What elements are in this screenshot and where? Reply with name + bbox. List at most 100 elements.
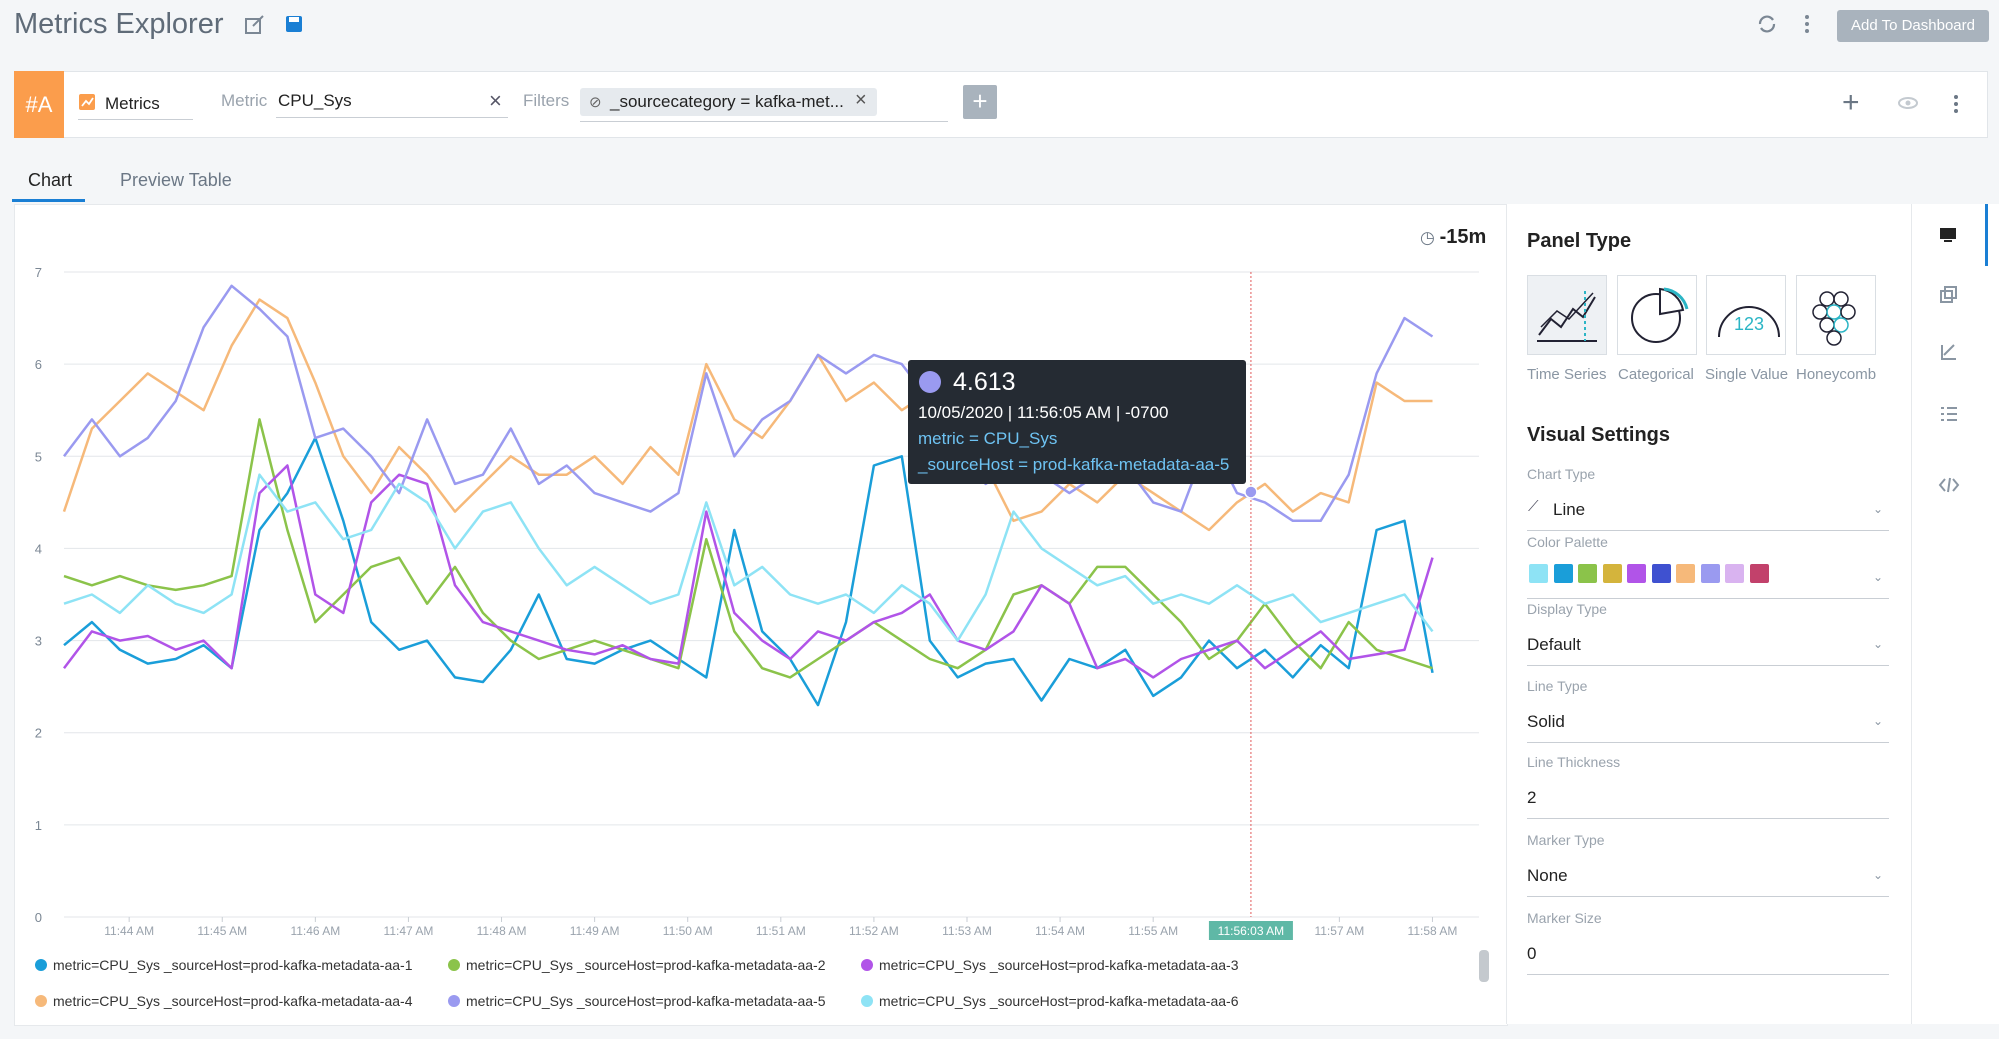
x-tick-label: 11:44 AM xyxy=(104,924,154,938)
save-icon[interactable] xyxy=(284,14,304,34)
palette-swatch[interactable] xyxy=(1700,564,1720,583)
add-filter-button[interactable]: + xyxy=(963,85,997,119)
tab[interactable]: Preview Table xyxy=(120,170,232,190)
dropdown-arrow[interactable]: ⌄ xyxy=(1873,637,1884,651)
panel-type-title: Panel Type xyxy=(1527,230,1632,252)
field-label: Line Type xyxy=(1527,678,1588,694)
metric-underline xyxy=(276,117,508,118)
field-underline xyxy=(1527,598,1889,599)
tab[interactable]: Chart xyxy=(28,170,73,190)
side-active xyxy=(1985,204,1988,266)
y-tick-label: 2 xyxy=(35,726,42,741)
x-tick-label: 11:50 AM xyxy=(663,924,713,938)
legend-swatch xyxy=(861,995,873,1007)
metric-label: Metric xyxy=(221,91,268,110)
highlight-point xyxy=(1244,485,1258,499)
x-tick-label: 11:53 AM xyxy=(942,924,992,938)
panel-type-option[interactable] xyxy=(1796,275,1876,355)
palette-swatch[interactable] xyxy=(1602,564,1622,583)
legend-entry[interactable]: metric=CPU_Sys _sourceHost=prod-kafka-me… xyxy=(879,957,1239,973)
x-tick-label: 11:57 AM xyxy=(1314,924,1364,938)
y-tick-label: 5 xyxy=(35,449,42,464)
dropdown-arrow[interactable]: ⌄ xyxy=(1873,502,1884,516)
field-underline xyxy=(1527,974,1889,975)
legend-scrollbar[interactable] xyxy=(1479,950,1489,982)
field-label: Line Thickness xyxy=(1527,754,1621,770)
time-range[interactable]: ◷ -15m xyxy=(1420,226,1487,248)
legend-swatch xyxy=(448,995,460,1007)
dropdown-arrow[interactable]: ⌄ xyxy=(1873,714,1884,728)
y-tick-label: 0 xyxy=(35,910,42,925)
remove-filter[interactable]: × xyxy=(855,89,867,111)
x-tick-label: 11:51 AM xyxy=(756,924,806,938)
palette-swatch[interactable] xyxy=(1725,564,1744,583)
palette-swatch[interactable] xyxy=(1627,564,1646,583)
x-tick-label: 11:58 AM xyxy=(1408,924,1458,938)
side-toolbar xyxy=(1911,204,1999,1024)
y-tick-label: 6 xyxy=(35,357,42,372)
chart-panel xyxy=(14,204,1508,1026)
field-label: Marker Size xyxy=(1527,910,1602,926)
filter-text: _sourcecategory = kafka-met... xyxy=(610,92,844,111)
add-query[interactable]: + xyxy=(1842,86,1860,119)
clear-metric[interactable]: × xyxy=(489,88,502,113)
panel-type-label: Single Value xyxy=(1705,366,1789,383)
palette-swatch[interactable] xyxy=(1676,564,1695,583)
code-icon[interactable] xyxy=(1938,475,1960,495)
refresh-icon[interactable] xyxy=(1756,13,1778,35)
legend-entry[interactable]: metric=CPU_Sys _sourceHost=prod-kafka-me… xyxy=(466,993,826,1009)
legend-entry[interactable]: metric=CPU_Sys _sourceHost=prod-kafka-me… xyxy=(53,957,413,973)
query-row xyxy=(14,71,1988,138)
legend-swatch xyxy=(448,959,460,971)
legend-swatch xyxy=(861,959,873,971)
field-value[interactable]: Line xyxy=(1553,500,1586,519)
metric-input[interactable]: CPU_Sys xyxy=(278,91,352,110)
filter-chip[interactable] xyxy=(580,88,877,116)
x-tick-label: 11:47 AM xyxy=(384,924,434,938)
legend-swatch xyxy=(35,995,47,1007)
panel-type-icons: 123 xyxy=(1537,287,1856,346)
more-icon[interactable] xyxy=(1800,13,1814,35)
add-to-dashboard-button[interactable]: Add To Dashboard xyxy=(1837,10,1989,42)
y-tick-label: 1 xyxy=(35,818,42,833)
field-value[interactable]: Solid xyxy=(1527,712,1565,731)
palette-swatch[interactable] xyxy=(1651,564,1671,583)
field-label: Display Type xyxy=(1527,601,1607,617)
palette-swatch[interactable] xyxy=(1749,564,1769,583)
palette-swatch[interactable] xyxy=(1553,564,1573,583)
source-select[interactable]: Metrics xyxy=(105,94,160,113)
y-tick-label: 7 xyxy=(35,265,42,280)
field-underline xyxy=(1527,742,1889,743)
tooltip-host: _sourceHost = prod-kafka-metadata-aa-5 xyxy=(918,455,1230,474)
filters-label: Filters xyxy=(523,91,570,110)
field-value[interactable]: 2 xyxy=(1527,788,1537,807)
field-value[interactable]: Default xyxy=(1527,635,1581,654)
dropdown-arrow[interactable]: ⌄ xyxy=(1873,868,1884,882)
time-range-text: -15m xyxy=(1439,226,1487,248)
x-tick-label: 11:45 AM xyxy=(197,924,247,938)
legend-entry[interactable]: metric=CPU_Sys _sourceHost=prod-kafka-me… xyxy=(53,993,413,1009)
row-more-icon[interactable] xyxy=(1949,93,1963,115)
eye-icon[interactable] xyxy=(1896,95,1920,111)
palette-swatch[interactable] xyxy=(1529,564,1548,583)
cursor-badge xyxy=(1208,921,1293,940)
panel-type-option[interactable] xyxy=(1617,275,1697,355)
legend-entry[interactable]: metric=CPU_Sys _sourceHost=prod-kafka-me… xyxy=(879,993,1239,1009)
panel-type-option[interactable] xyxy=(1706,275,1786,355)
side-icons[interactable] xyxy=(1938,225,1960,445)
svg-text:123: 123 xyxy=(1734,314,1764,334)
field-value[interactable]: None xyxy=(1527,866,1568,885)
dropdown-arrow[interactable]: ⌄ xyxy=(1873,570,1884,584)
series-line xyxy=(62,298,1433,532)
x-tick-label: 11:48 AM xyxy=(477,924,527,938)
tooltip-value: 4.613 xyxy=(953,368,1016,396)
panel-type-label: Time Series xyxy=(1527,366,1607,383)
edit-icon[interactable] xyxy=(244,14,266,36)
y-tick-label: 3 xyxy=(35,634,42,649)
legend-entry[interactable]: metric=CPU_Sys _sourceHost=prod-kafka-me… xyxy=(466,957,826,973)
palette-swatch[interactable] xyxy=(1578,564,1597,583)
field-value[interactable]: 0 xyxy=(1527,944,1537,963)
field-label: Marker Type xyxy=(1527,832,1605,848)
field-underline xyxy=(1527,896,1889,897)
cursor-label: 11:56:03 AM xyxy=(1218,924,1285,938)
